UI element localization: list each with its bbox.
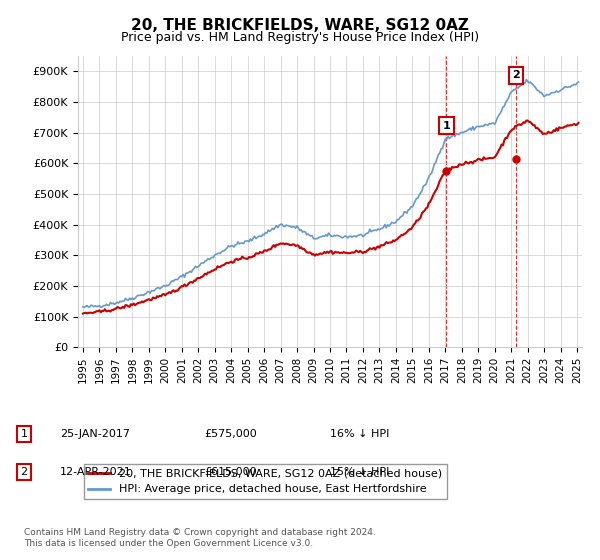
Text: 1: 1 <box>20 429 28 439</box>
Text: 2: 2 <box>512 71 520 80</box>
Text: 16% ↓ HPI: 16% ↓ HPI <box>330 429 389 439</box>
Text: £615,000: £615,000 <box>204 467 257 477</box>
Legend: 20, THE BRICKFIELDS, WARE, SG12 0AZ (detached house), HPI: Average price, detach: 20, THE BRICKFIELDS, WARE, SG12 0AZ (det… <box>83 464 446 499</box>
Text: 15% ↓ HPI: 15% ↓ HPI <box>330 467 389 477</box>
Text: £575,000: £575,000 <box>204 429 257 439</box>
Text: Contains HM Land Registry data © Crown copyright and database right 2024.
This d: Contains HM Land Registry data © Crown c… <box>24 528 376 548</box>
Text: 25-JAN-2017: 25-JAN-2017 <box>60 429 130 439</box>
Text: 2: 2 <box>20 467 28 477</box>
Text: 1: 1 <box>443 120 451 130</box>
Text: Price paid vs. HM Land Registry's House Price Index (HPI): Price paid vs. HM Land Registry's House … <box>121 31 479 44</box>
Text: 20, THE BRICKFIELDS, WARE, SG12 0AZ: 20, THE BRICKFIELDS, WARE, SG12 0AZ <box>131 18 469 33</box>
Text: 12-APR-2021: 12-APR-2021 <box>60 467 132 477</box>
